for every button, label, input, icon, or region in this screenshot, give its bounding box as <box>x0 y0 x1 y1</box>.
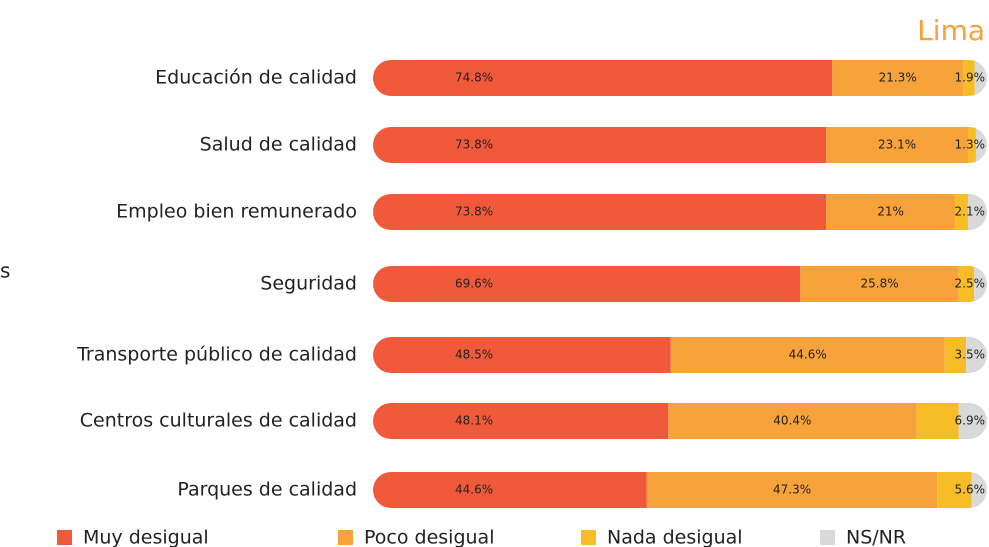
bar-segment <box>826 194 956 230</box>
bar-segment <box>832 60 964 96</box>
bar-segment <box>975 127 987 163</box>
value-label: 21% <box>877 205 904 219</box>
bar-row <box>373 194 987 230</box>
bar-row <box>373 60 987 96</box>
bar-segment <box>826 127 968 163</box>
category-label: Empleo bien remunerado <box>116 201 357 223</box>
value-label: 48.1% <box>455 414 493 428</box>
bar-segment <box>373 266 801 302</box>
value-label: 69.6% <box>455 277 493 291</box>
value-label: 3.5% <box>955 348 986 362</box>
bar-segment <box>955 194 968 230</box>
bar-segment <box>937 472 972 508</box>
bar-segment <box>373 194 827 230</box>
bar-segment <box>373 127 827 163</box>
legend-swatch <box>338 530 353 545</box>
bar-row <box>373 403 987 439</box>
value-label: 1.3% <box>955 138 986 152</box>
value-label: 44.6% <box>455 483 493 497</box>
bar-segment <box>958 266 975 302</box>
bar-row <box>373 127 987 163</box>
bar-segment <box>373 472 647 508</box>
bar-segment <box>974 266 987 302</box>
value-label: 1.9% <box>955 71 986 85</box>
bar-segment <box>916 403 959 439</box>
bar-segment <box>373 403 669 439</box>
bar-segment <box>800 266 959 302</box>
bar-segment <box>967 194 987 230</box>
bar-segment <box>971 472 987 508</box>
bar-segment <box>966 337 987 373</box>
legend-label: Nada desigual <box>607 527 743 547</box>
bar-segment <box>958 403 987 439</box>
bar-row <box>373 337 987 373</box>
category-label: Transporte público de calidad <box>76 344 357 366</box>
value-label: 47.3% <box>773 483 811 497</box>
value-label: 21.3% <box>879 71 917 85</box>
bar-segment <box>944 337 967 373</box>
legend-swatch <box>581 530 596 545</box>
value-label: 73.8% <box>455 138 493 152</box>
value-label: 2.5% <box>955 277 986 291</box>
bar-segment <box>974 60 987 96</box>
category-label: Seguridad <box>260 273 357 295</box>
value-label: 23.1% <box>878 138 916 152</box>
legend-swatch <box>820 530 835 545</box>
value-label: 25.8% <box>860 277 898 291</box>
category-label: Parques de calidad <box>177 479 357 501</box>
legend-label: Muy desigual <box>83 527 209 547</box>
annotation: s <box>0 259 10 283</box>
bar-segment <box>670 337 945 373</box>
category-label: Educación de calidad <box>155 67 357 89</box>
value-label: 40.4% <box>773 414 811 428</box>
value-label: 44.6% <box>789 348 827 362</box>
chart-title: Lima <box>917 14 985 47</box>
bar-row <box>373 472 987 508</box>
category-label: Salud de calidad <box>200 134 357 156</box>
value-label: 2.1% <box>955 205 986 219</box>
bar-segment <box>373 337 671 373</box>
bar-segment <box>646 472 938 508</box>
legend-label: Poco desigual <box>364 527 494 547</box>
legend-label: NS/NR <box>846 527 906 547</box>
bar-row <box>373 266 987 302</box>
value-label: 5.6% <box>955 483 986 497</box>
bar-segment <box>963 60 975 96</box>
bar-segment <box>967 127 976 163</box>
value-label: 48.5% <box>455 348 493 362</box>
value-label: 6.9% <box>955 414 986 428</box>
category-label: Centros culturales de calidad <box>80 410 357 432</box>
bar-segment <box>373 60 833 96</box>
bar-segment <box>668 403 917 439</box>
value-label: 73.8% <box>455 205 493 219</box>
legend-swatch <box>57 530 72 545</box>
value-label: 74.8% <box>455 71 493 85</box>
